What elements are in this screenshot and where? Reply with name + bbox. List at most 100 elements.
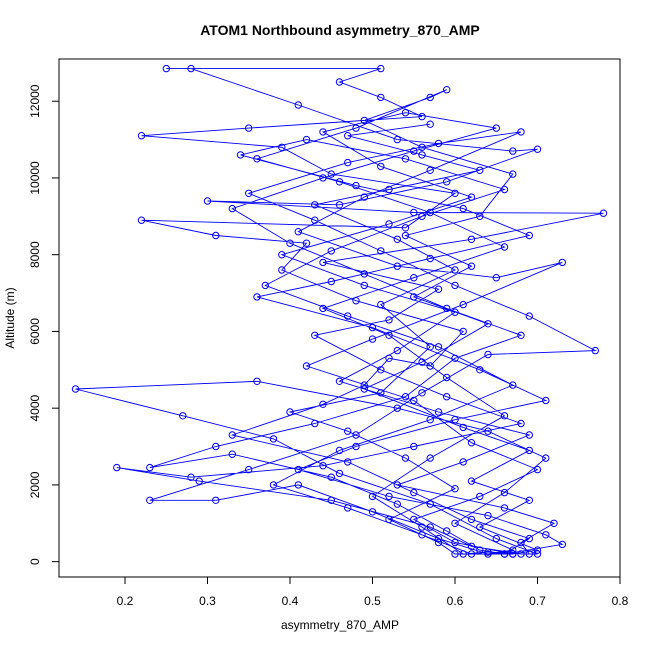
data-point — [344, 458, 352, 466]
data-point — [418, 531, 426, 539]
data-point — [410, 274, 418, 282]
x-tick-label: 0.3 — [199, 594, 216, 608]
data-point — [459, 423, 467, 432]
data-point — [352, 181, 360, 190]
data-point — [401, 231, 410, 240]
data-point — [327, 170, 335, 178]
data-point — [385, 331, 393, 339]
data-point — [319, 128, 327, 136]
data-point — [302, 239, 311, 247]
data-point — [311, 201, 319, 209]
data-point — [418, 151, 426, 159]
data-point — [434, 408, 443, 416]
data-point — [302, 362, 311, 370]
data-point — [459, 204, 467, 213]
data-point — [294, 101, 302, 109]
data-point — [476, 523, 484, 531]
data-point — [476, 212, 484, 221]
data-point — [558, 258, 566, 267]
data-point — [517, 331, 525, 339]
data-point — [426, 500, 434, 508]
data-point — [162, 64, 171, 73]
data-point — [352, 442, 360, 451]
data-point — [451, 519, 459, 527]
data-point — [426, 254, 434, 263]
data-point — [517, 419, 525, 428]
data-point — [459, 458, 467, 466]
data-point — [434, 343, 443, 351]
data-point — [517, 550, 525, 558]
data-point — [599, 209, 608, 217]
data-point — [426, 523, 434, 531]
data-point — [451, 485, 459, 493]
data-point — [401, 393, 410, 401]
data-point — [137, 216, 146, 224]
data-point — [327, 496, 335, 504]
data-point — [377, 93, 385, 102]
data-point — [335, 78, 344, 86]
data-point — [377, 162, 385, 171]
data-point — [492, 534, 500, 543]
data-point — [434, 534, 443, 543]
data-point — [319, 400, 327, 408]
x-tick-label: 0.2 — [117, 594, 134, 608]
plot-frame — [58, 58, 621, 578]
data-point — [426, 343, 434, 351]
data-point — [410, 208, 418, 217]
data-point — [137, 132, 146, 140]
data-point — [476, 166, 484, 175]
data-point — [418, 389, 426, 397]
data-point — [179, 412, 187, 420]
data-point — [327, 247, 335, 255]
data-point — [525, 431, 533, 439]
data-point — [525, 534, 533, 543]
data-point — [393, 481, 401, 489]
x-tick-label: 0.7 — [529, 594, 546, 608]
data-point — [385, 354, 393, 362]
data-point — [245, 189, 253, 198]
data-point — [509, 147, 517, 155]
data-point — [467, 262, 476, 270]
data-point — [385, 185, 393, 194]
data-point — [360, 385, 368, 393]
data-point — [443, 304, 451, 313]
data-point — [319, 304, 327, 313]
data-point — [393, 135, 401, 144]
data-point — [476, 546, 484, 554]
data-point — [426, 166, 434, 175]
data-point — [212, 231, 220, 240]
data-point — [459, 550, 467, 558]
data-point — [533, 145, 542, 153]
data-point — [335, 377, 344, 385]
data-point — [385, 316, 393, 324]
data-point — [476, 492, 484, 501]
data-point — [426, 208, 434, 217]
data-point — [451, 550, 459, 558]
data-point — [509, 546, 517, 554]
data-point — [492, 274, 500, 282]
data-point — [484, 511, 492, 520]
data-point — [294, 228, 302, 236]
data-point — [467, 515, 476, 524]
data-point — [344, 132, 352, 140]
data-point — [352, 431, 360, 439]
data-point — [517, 128, 525, 136]
data-point — [525, 550, 533, 558]
data-point — [311, 331, 319, 339]
data-point — [558, 540, 566, 549]
series-line — [75, 68, 604, 555]
series-lines — [75, 68, 604, 555]
data-point — [393, 346, 401, 355]
data-point — [352, 297, 360, 305]
data-point — [451, 266, 459, 274]
data-point — [525, 312, 533, 320]
data-point — [319, 462, 327, 470]
data-point — [410, 147, 418, 155]
data-point — [360, 270, 368, 278]
data-point — [368, 323, 377, 332]
data-point — [311, 419, 319, 428]
data-point — [393, 235, 401, 244]
data-point — [509, 170, 517, 178]
data-point — [443, 86, 451, 94]
data-point — [377, 389, 385, 397]
